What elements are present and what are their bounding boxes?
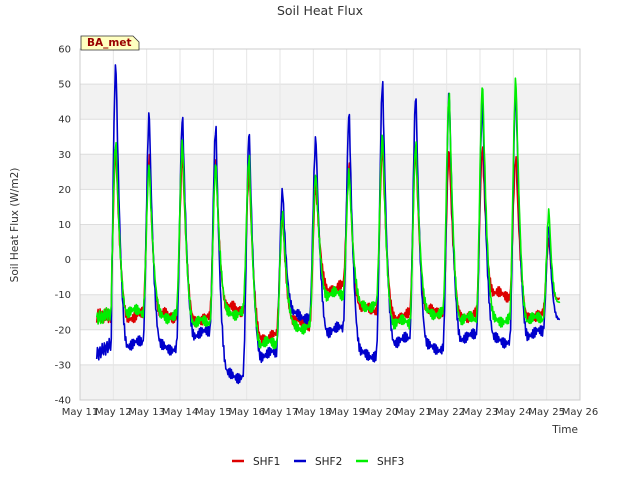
plot-band <box>80 364 580 400</box>
x-tick-label: May 11 <box>62 407 99 418</box>
badge-text: BA_met <box>87 37 131 49</box>
plot-band <box>80 224 580 260</box>
legend-label-shf1: SHF1 <box>253 456 280 468</box>
series-line-shf3 <box>95 77 561 350</box>
legend-label-shf3: SHF3 <box>377 456 404 468</box>
y-tick-label: 60 <box>58 45 71 56</box>
chart-title: Soil Heat Flux <box>277 3 363 18</box>
x-tick-label: May 19 <box>328 407 365 418</box>
x-tick-label: May 22 <box>428 407 465 418</box>
plot-frame <box>79 48 581 401</box>
y-tick-label: -30 <box>55 360 71 371</box>
legend-label-shf2: SHF2 <box>315 456 342 468</box>
x-tick-label: May 21 <box>395 407 432 418</box>
y-tick-label: -10 <box>55 290 71 301</box>
legend: SHF1 SHF2 SHF3 <box>232 456 404 468</box>
series-group <box>95 64 561 385</box>
plot-band <box>80 154 580 190</box>
y-tick-labels: -40 -30 -20 -10 0 10 20 30 40 50 60 <box>55 45 71 407</box>
x-tick-label: May 12 <box>95 407 132 418</box>
y-tick-label: 30 <box>58 150 71 161</box>
x-tick-label: May 13 <box>128 407 165 418</box>
site-badge: BA_met <box>80 35 140 51</box>
y-tick-label: 50 <box>58 80 71 91</box>
x-tick-label: May 23 <box>462 407 499 418</box>
x-axis-label: Time <box>551 424 578 436</box>
x-tick-label: May 14 <box>162 407 199 418</box>
y-tick-label: 10 <box>58 220 71 231</box>
x-tick-label: May 16 <box>228 407 265 418</box>
x-tick-label: May 17 <box>262 407 299 418</box>
y-tick-label: -20 <box>55 325 71 336</box>
x-tick-label: May 25 <box>528 407 565 418</box>
x-tick-label: May 26 <box>562 407 599 418</box>
plot-band <box>80 84 580 120</box>
x-tick-label: May 20 <box>362 407 399 418</box>
y-tick-label: 20 <box>58 185 71 196</box>
badge-box <box>80 35 140 51</box>
y-tick-label: 0 <box>65 255 71 266</box>
y-axis-label: Soil Heat Flux (W/m2) <box>9 168 21 283</box>
y-tick-label: 40 <box>58 115 71 126</box>
plot-bands <box>80 84 580 400</box>
x-tick-label: May 18 <box>295 407 332 418</box>
y-tick-label: -40 <box>55 396 71 407</box>
x-tick-label: May 24 <box>495 407 532 418</box>
x-tick-label: May 15 <box>195 407 232 418</box>
